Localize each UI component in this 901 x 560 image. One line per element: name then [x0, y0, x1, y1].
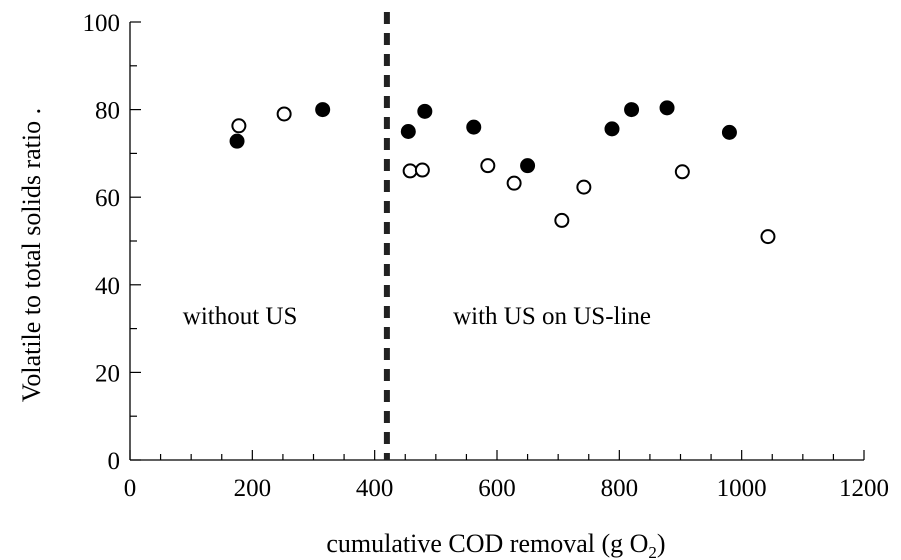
- x-axis-title-main: cumulative COD removal (g O: [326, 529, 648, 558]
- filled-data-point: [624, 102, 640, 118]
- y-tick-label: 100: [83, 10, 121, 37]
- filled-data-point: [659, 100, 675, 116]
- tick-labels: 0 200 400 600 800 1000 1200 0 20 40 60 80 100: [83, 10, 890, 502]
- open-data-point: [231, 118, 247, 134]
- filled-data-point: [315, 102, 331, 118]
- region-annotation: without US: [183, 303, 298, 330]
- open-data-point: [576, 179, 592, 195]
- filled-data-point: [520, 158, 536, 174]
- open-data-point: [276, 106, 292, 122]
- open-data-point: [760, 229, 776, 245]
- data-points: [229, 100, 776, 245]
- x-tick-label: 400: [356, 475, 394, 502]
- filled-data-point: [417, 103, 433, 119]
- x-tick-label: 600: [478, 475, 516, 502]
- open-data-point: [480, 158, 496, 174]
- open-data-point: [506, 175, 522, 191]
- x-tick-label: 1000: [717, 475, 767, 502]
- x-tick-label: 800: [601, 475, 639, 502]
- y-axis-title: Volatile to total solids ratio .: [17, 108, 46, 402]
- x-tick-label: 0: [124, 475, 137, 502]
- filled-data-point: [604, 121, 620, 137]
- open-data-point: [414, 162, 430, 178]
- x-tick-label: 1200: [839, 475, 889, 502]
- x-axis-title-end: ): [657, 529, 666, 558]
- x-axis-title-subscript: 2: [648, 543, 657, 560]
- y-tick-label: 0: [108, 448, 121, 475]
- filled-data-point: [229, 133, 245, 149]
- y-tick-label: 20: [95, 360, 120, 387]
- axes: [129, 22, 864, 461]
- filled-data-point: [400, 124, 416, 139]
- open-data-point: [674, 164, 690, 180]
- x-tick-label: 200: [234, 475, 272, 502]
- y-tick-label: 60: [95, 185, 120, 212]
- region-annotation: with US on US-line: [453, 303, 651, 330]
- ticks: [129, 21, 865, 461]
- y-tick-label: 40: [95, 273, 120, 300]
- filled-data-point: [721, 124, 737, 140]
- x-axis-title: cumulative COD removal (g O2): [326, 529, 665, 560]
- open-data-point: [402, 163, 418, 179]
- open-data-point: [554, 212, 570, 228]
- filled-data-point: [466, 119, 482, 135]
- annotations: without US with US on US-line: [183, 303, 651, 330]
- y-tick-label: 80: [95, 98, 120, 125]
